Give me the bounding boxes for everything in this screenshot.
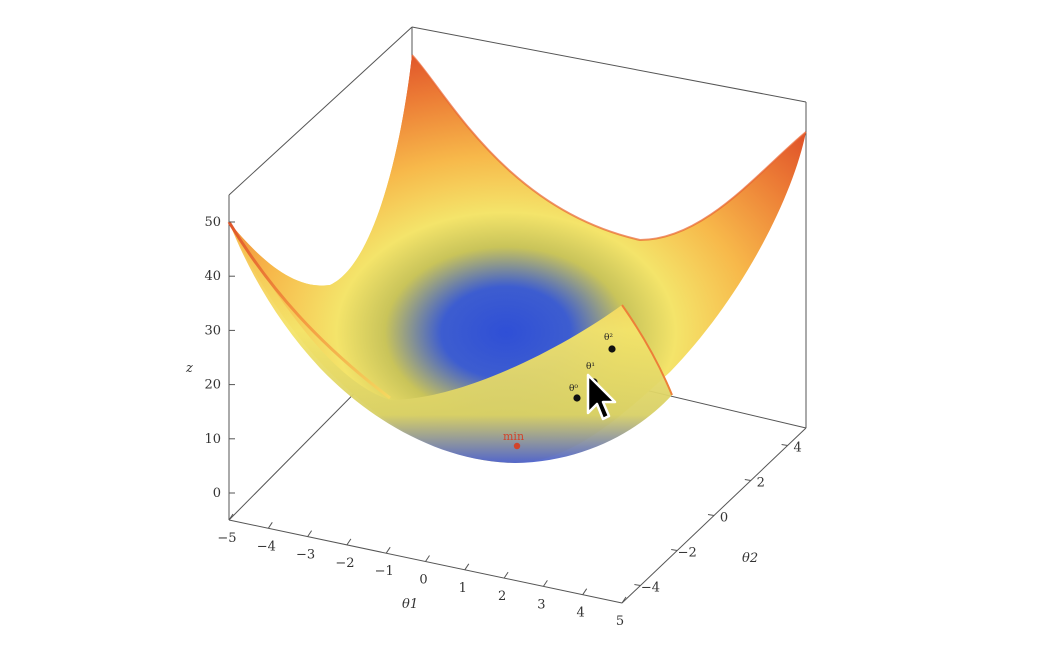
x-tick-label: 1: [459, 581, 467, 596]
x-tick: [385, 546, 391, 554]
y-tick: [671, 549, 678, 551]
x-tick: [267, 522, 273, 529]
x-tick: [464, 563, 470, 571]
point-theta0-label: θ⁰: [569, 384, 578, 394]
surface-rim-left: [227, 221, 391, 400]
z-axis-label: z: [185, 361, 193, 376]
x-tick: [542, 580, 548, 587]
x-tick: [346, 538, 352, 546]
x-tick-label: −3: [296, 548, 315, 563]
x-tick-label: 4: [577, 606, 585, 621]
x-axis-ticks: −5 −4 −3 −2 −1 0 1 2 3 4 5: [217, 513, 627, 629]
y-tick: [744, 479, 751, 481]
surface-body: [229, 55, 806, 463]
x-tick: [228, 513, 234, 521]
y-tick: [707, 514, 715, 516]
y-tick-label: 4: [793, 441, 801, 456]
x-tick: [425, 555, 430, 562]
x-tick-label: −5: [217, 531, 236, 546]
y-tick-label: 2: [757, 476, 765, 491]
surface-rim-right: [621, 304, 673, 396]
point-min: [513, 442, 521, 450]
x-tick: [307, 530, 313, 537]
surface: [227, 54, 807, 463]
x-tick-label: 5: [616, 614, 624, 629]
point-min-label: min: [503, 430, 524, 443]
y-tick-label: 0: [720, 511, 728, 526]
x-axis-label: θ1: [402, 597, 418, 612]
x-tick-label: −1: [375, 564, 394, 579]
z-tick-label: 30: [204, 323, 221, 338]
box-edge: [411, 26, 807, 103]
z-axis-ticks: 0 10 20 30 40 50: [204, 215, 235, 501]
z-tick-label: 10: [204, 432, 221, 447]
x-tick: [503, 571, 509, 579]
y-axis-ticks: −4 −2 0 2 4: [634, 441, 802, 596]
y-tick-label: −4: [641, 581, 660, 596]
surface-front-face: [229, 222, 672, 463]
z-tick-label: 0: [213, 486, 221, 501]
x-tick-label: −4: [257, 539, 276, 554]
y-tick-label: −2: [678, 546, 697, 561]
x-tick-label: 3: [537, 597, 545, 612]
y-tick: [781, 444, 788, 446]
x-tick: [621, 596, 627, 604]
y-tick: [634, 584, 641, 586]
box-edge: [228, 26, 413, 196]
mouse-cursor-icon: [586, 373, 617, 421]
surface-rim-back: [411, 54, 807, 242]
point-theta2: [608, 345, 616, 353]
z-tick-label: 50: [204, 215, 221, 230]
x-tick-label: 0: [419, 573, 427, 588]
z-tick-label: 20: [204, 378, 221, 393]
point-theta0: [573, 394, 581, 402]
x-tick-label: 2: [498, 589, 506, 604]
point-theta1-label: θ¹: [586, 362, 595, 372]
y-axis-label: θ2: [742, 551, 758, 566]
point-theta2-label: θ²: [604, 333, 613, 343]
z-tick-label: 40: [204, 269, 221, 284]
x-tick: [582, 588, 588, 595]
x-tick-label: −2: [335, 556, 354, 571]
